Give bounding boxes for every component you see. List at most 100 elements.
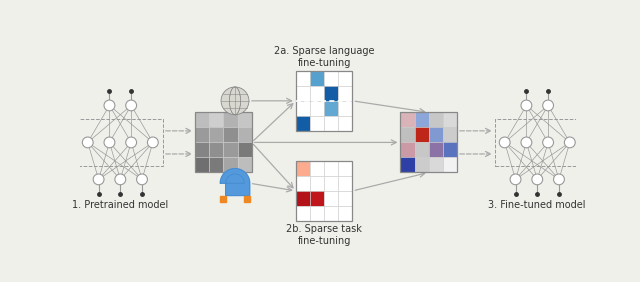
Bar [443, 157, 457, 172]
Bar [209, 113, 223, 127]
Bar [339, 71, 353, 86]
Circle shape [93, 174, 104, 185]
Bar [429, 113, 443, 127]
Bar [296, 71, 353, 131]
Bar [401, 142, 415, 157]
Bar [209, 157, 223, 172]
Bar [310, 206, 324, 221]
Bar [415, 113, 429, 127]
Text: 3. Fine-tuned model: 3. Fine-tuned model [488, 200, 586, 210]
Polygon shape [220, 195, 226, 202]
Bar [429, 127, 443, 142]
Bar [310, 176, 324, 191]
Bar [443, 142, 457, 157]
Bar [443, 113, 457, 127]
Bar [339, 101, 353, 116]
Bar [401, 113, 415, 127]
Text: 2b. Sparse task
fine-tuning: 2b. Sparse task fine-tuning [286, 224, 362, 246]
Bar [401, 127, 415, 142]
Bar [195, 142, 209, 157]
Bar [195, 113, 209, 127]
Bar [209, 127, 223, 142]
Bar [310, 71, 324, 86]
Bar [401, 157, 415, 172]
Bar [195, 127, 209, 142]
Bar [296, 86, 310, 101]
Circle shape [104, 100, 115, 111]
Circle shape [521, 137, 532, 148]
Circle shape [564, 137, 575, 148]
Bar [310, 101, 324, 116]
Bar [339, 86, 353, 101]
Circle shape [532, 174, 543, 185]
Bar [429, 127, 443, 142]
Bar [401, 127, 415, 142]
Bar [296, 206, 310, 221]
Bar [415, 113, 429, 127]
Bar [209, 142, 223, 157]
Bar [339, 161, 353, 176]
Bar [429, 142, 443, 157]
Bar [296, 71, 310, 86]
Circle shape [521, 100, 532, 111]
Bar [223, 113, 237, 127]
Bar [324, 116, 339, 131]
Circle shape [147, 137, 158, 148]
Bar [339, 191, 353, 206]
Bar [77, 119, 163, 166]
Bar [415, 157, 429, 172]
Bar [495, 119, 580, 166]
Bar [429, 142, 443, 157]
Bar [324, 191, 339, 206]
Bar [429, 113, 443, 127]
Text: 2a. Sparse language
fine-tuning: 2a. Sparse language fine-tuning [274, 46, 374, 68]
Bar [296, 101, 310, 116]
Bar [310, 86, 324, 101]
Text: 1. Pretrained model: 1. Pretrained model [72, 200, 168, 210]
Circle shape [115, 174, 125, 185]
Bar [429, 157, 443, 172]
Bar [443, 113, 457, 127]
Bar [237, 157, 252, 172]
Bar [415, 127, 429, 142]
Bar [429, 157, 443, 172]
Bar [401, 113, 415, 127]
Bar [195, 157, 209, 172]
Bar [310, 161, 324, 176]
Bar [401, 157, 415, 172]
Polygon shape [220, 169, 250, 195]
Circle shape [83, 137, 93, 148]
Bar [324, 161, 339, 176]
Circle shape [499, 137, 510, 148]
Bar [296, 161, 310, 176]
Bar [339, 206, 353, 221]
Circle shape [136, 174, 147, 185]
Circle shape [543, 137, 554, 148]
Bar [339, 176, 353, 191]
Bar [296, 116, 310, 131]
Circle shape [510, 174, 521, 185]
Bar [324, 206, 339, 221]
Bar [324, 101, 339, 116]
Circle shape [221, 87, 249, 115]
Bar [443, 142, 457, 157]
Bar [401, 113, 457, 172]
Bar [237, 142, 252, 157]
Bar [195, 113, 252, 172]
Bar [296, 176, 310, 191]
Circle shape [554, 174, 564, 185]
Bar [443, 127, 457, 142]
Circle shape [104, 137, 115, 148]
Bar [223, 142, 237, 157]
Circle shape [125, 100, 136, 111]
Bar [324, 86, 339, 101]
Bar [310, 191, 324, 206]
Bar [443, 127, 457, 142]
Bar [296, 161, 353, 221]
Bar [324, 71, 339, 86]
Bar [237, 113, 252, 127]
Bar [401, 142, 415, 157]
Bar [415, 157, 429, 172]
Bar [415, 127, 429, 142]
Bar [296, 191, 310, 206]
